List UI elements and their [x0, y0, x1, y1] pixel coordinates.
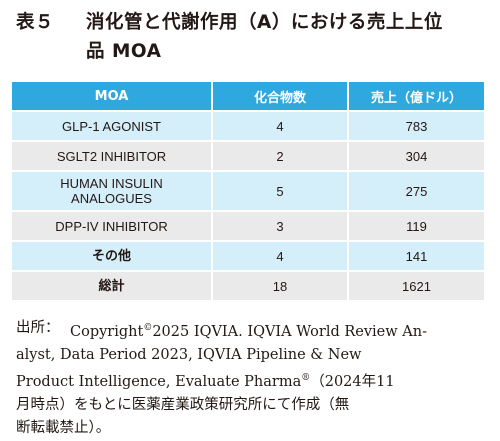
cell-moa: DPP-IV INHIBITOR	[12, 210, 213, 241]
header-compound-count: 化合物数	[212, 82, 349, 111]
registered-mark: ®	[301, 372, 311, 383]
caption-text-1: 消化管と代謝作用（A）における売上上位	[86, 12, 443, 33]
cell-count: 4	[212, 110, 349, 141]
source-text-part: （2024年11	[310, 373, 395, 390]
cell-sales: 783	[348, 110, 484, 141]
cell-moa-line-2: ANALOGUES	[71, 191, 152, 206]
table-caption: 表５ 消化管と代謝作用（A）における売上上位 品 MOA	[16, 8, 492, 66]
cell-moa: 総計	[12, 270, 213, 300]
cell-count: 18	[212, 270, 349, 300]
source-label: 出所：	[16, 320, 60, 336]
source-text-part: Product Intelligence, Evaluate Pharma	[16, 373, 302, 390]
source-text-part: Copyright	[70, 323, 144, 340]
source-line-5: 断転載禁止）。	[16, 419, 111, 436]
source-line-4: 月時点）をもとに医薬産業政策研究所にて作成（無	[16, 396, 350, 413]
cell-moa-line-1: HUMAN INSULIN	[60, 176, 163, 191]
cell-sales: 141	[348, 240, 484, 271]
table-number: 表５	[16, 12, 55, 33]
source-line-3: Product Intelligence, Evaluate Pharma®（2…	[16, 367, 488, 394]
table-row: GLP-1 AGONIST 4 783	[12, 110, 484, 141]
cell-count: 3	[212, 210, 349, 241]
table-row-total: 総計 18 1621	[12, 270, 484, 300]
source-text: Copyright©2025 IQVIA. IQVIA World Review…	[70, 317, 488, 344]
cell-count: 2	[212, 140, 349, 171]
table-row: SGLT2 INHIBITOR 2 304	[12, 140, 484, 171]
header-sales: 売上（億ドル）	[348, 82, 484, 111]
table-row: HUMAN INSULIN ANALOGUES 5 275	[12, 170, 484, 211]
table-row: DPP-IV INHIBITOR 3 119	[12, 210, 484, 241]
copyright-mark: ©	[143, 323, 153, 333]
cell-moa: HUMAN INSULIN ANALOGUES	[12, 170, 213, 211]
source-line-1: Copyright©2025 IQVIA. IQVIA World Review…	[70, 317, 488, 344]
cell-count: 4	[212, 240, 349, 271]
source-note: 出所： Copyright©2025 IQVIA. IQVIA World Re…	[16, 317, 488, 440]
source-text-part: 2025 IQVIA. IQVIA World Review An-	[152, 323, 427, 340]
caption-line-2: 品 MOA	[86, 41, 162, 62]
table-header-row: MOA 化合物数 売上（億ドル）	[12, 82, 484, 111]
cell-sales: 275	[348, 170, 484, 211]
cell-moa: GLP-1 AGONIST	[12, 110, 213, 141]
cell-sales: 1621	[348, 270, 484, 300]
header-moa: MOA	[12, 82, 213, 111]
cell-sales: 119	[348, 210, 484, 241]
cell-sales: 304	[348, 140, 484, 171]
cell-moa: その他	[12, 240, 213, 271]
cell-moa: SGLT2 INHIBITOR	[12, 140, 213, 171]
moa-sales-table: MOA 化合物数 売上（億ドル） GLP-1 AGONIST 4 783 SGL…	[12, 82, 484, 300]
cell-count: 5	[212, 170, 349, 211]
table-row: その他 4 141	[12, 240, 484, 271]
caption-line-1: 表５ 消化管と代謝作用（A）における売上上位	[16, 8, 492, 37]
source-line-2: alyst, Data Period 2023, IQVIA Pipeline …	[16, 346, 362, 363]
